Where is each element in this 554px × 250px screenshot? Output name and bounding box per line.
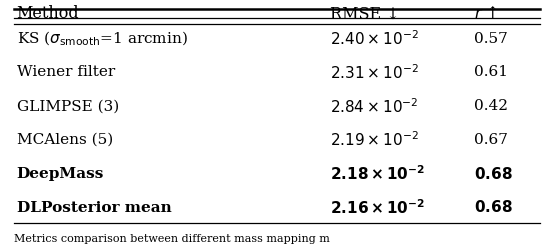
Text: 0.57: 0.57 (474, 32, 507, 46)
Text: MCAlens (5): MCAlens (5) (17, 133, 113, 147)
Text: 0.67: 0.67 (474, 133, 507, 147)
Text: $2.84 \times 10^{-2}$: $2.84 \times 10^{-2}$ (330, 97, 418, 116)
Text: $2.19 \times 10^{-2}$: $2.19 \times 10^{-2}$ (330, 131, 418, 149)
Text: RMSE ↓: RMSE ↓ (330, 5, 399, 22)
Text: $\mathbf{0.68}$: $\mathbf{0.68}$ (474, 200, 512, 216)
Text: DLPosterior mean: DLPosterior mean (17, 200, 171, 214)
Text: 0.42: 0.42 (474, 99, 507, 113)
Text: GLIMPSE (3): GLIMPSE (3) (17, 99, 119, 113)
Text: $\mathbf{2.16 \times 10^{-2}}$: $\mathbf{2.16 \times 10^{-2}}$ (330, 198, 425, 217)
Text: $\mathbf{2.18 \times 10^{-2}}$: $\mathbf{2.18 \times 10^{-2}}$ (330, 164, 425, 183)
Text: KS ($\sigma_{\rm smooth}$=1 arcmin): KS ($\sigma_{\rm smooth}$=1 arcmin) (17, 30, 187, 48)
Text: Metrics comparison between different mass mapping m: Metrics comparison between different mas… (14, 234, 330, 244)
Text: $2.31 \times 10^{-2}$: $2.31 \times 10^{-2}$ (330, 63, 418, 82)
Text: $r$ ↑: $r$ ↑ (474, 5, 497, 22)
Text: $2.40 \times 10^{-2}$: $2.40 \times 10^{-2}$ (330, 30, 418, 48)
Text: Method: Method (17, 5, 79, 22)
Text: DeepMass: DeepMass (17, 167, 104, 181)
Text: 0.61: 0.61 (474, 66, 507, 80)
Text: Wiener filter: Wiener filter (17, 66, 115, 80)
Text: $\mathbf{0.68}$: $\mathbf{0.68}$ (474, 166, 512, 182)
